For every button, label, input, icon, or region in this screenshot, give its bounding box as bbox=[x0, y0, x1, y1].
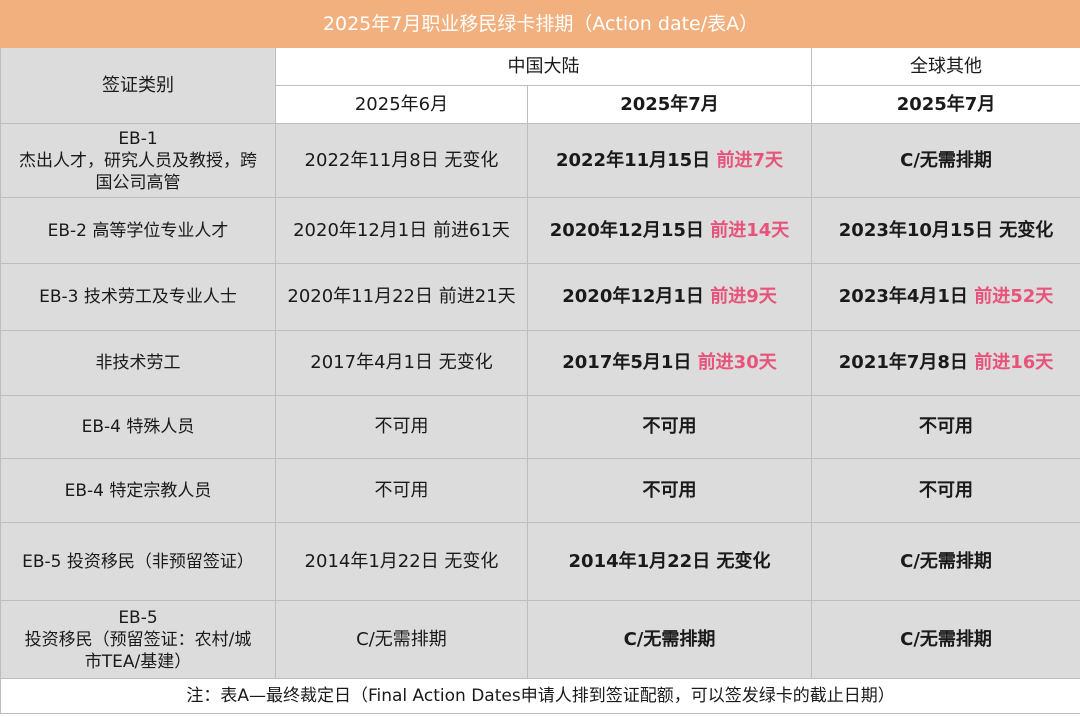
others-july-date: 不可用 bbox=[919, 416, 974, 437]
category-cell: EB-1 杰出人才，研究人员及教授，跨 国公司高管 bbox=[0, 123, 276, 198]
others-july-date: 2023年4月1日 bbox=[838, 286, 968, 307]
others-july-change: 前进52天 bbox=[974, 286, 1054, 307]
china-june-cell: C/无需排期 bbox=[275, 600, 528, 679]
category-line: EB-2 高等学位专业人才 bbox=[47, 220, 229, 241]
header-category: 签证类别 bbox=[0, 47, 276, 124]
table-row: EB-2 高等学位专业人才 2020年12月1日 前进61天 2020年12月15日… bbox=[0, 197, 1080, 264]
table-note: 注：表A—最终裁定日（Final Action Dates申请人排到签证配额，可… bbox=[0, 678, 1080, 714]
category-cell: EB-5 投资移民（预留签证：农村/城 市TEA/基建） bbox=[0, 600, 276, 679]
china-july-date: 2022年11月15日 bbox=[555, 149, 711, 171]
others-july-cell: 2023年4月1日 前进52天 bbox=[810, 263, 1080, 331]
header-row-2: 2025年6月 2025年7月 2025年7月 bbox=[1, 85, 1080, 124]
category-line: EB-1 bbox=[118, 128, 158, 149]
category-line: 投资移民（预留签证：农村/城 bbox=[24, 629, 252, 650]
china-june-value: C/无需排期 bbox=[356, 628, 447, 650]
others-july-cell: 2021年7月8日 前进16天 bbox=[810, 330, 1080, 396]
china-june-value: 2014年1月22日 无变化 bbox=[304, 550, 499, 572]
china-july-cell: 不可用 bbox=[527, 395, 812, 459]
category-line: EB-3 技术劳工及专业人士 bbox=[39, 287, 237, 307]
header-others: 全球其他 bbox=[810, 47, 1080, 86]
china-july-cell: 2020年12月15日 前进14天 bbox=[527, 197, 812, 264]
others-july-cell: C/无需排期 bbox=[810, 600, 1080, 679]
header-china-june: 2025年6月 bbox=[275, 85, 528, 124]
china-july-change: 前进30天 bbox=[697, 352, 777, 373]
table-row: EB-5 投资移民（非预留签证） 2014年1月22日 无变化 2014年1月22日… bbox=[0, 522, 1080, 601]
table-row: EB-3 技术劳工及专业人士 2020年11月22日 前进21天 2020年12月1… bbox=[0, 263, 1080, 331]
china-june-value: 不可用 bbox=[374, 479, 429, 501]
others-july-cell: 2023年10月15日 无变化 bbox=[810, 197, 1080, 264]
table-row: EB-4 特殊人员 不可用 不可用 不可用 bbox=[0, 395, 1080, 459]
china-july-change: 前进7天 bbox=[716, 149, 783, 171]
others-july-date: C/无需排期 bbox=[900, 550, 992, 572]
category-line: EB-4 特定宗教人员 bbox=[64, 480, 212, 501]
others-july-cell: C/无需排期 bbox=[810, 522, 1080, 601]
china-july-cell: 不可用 bbox=[527, 458, 812, 523]
china-june-cell: 2020年12月1日 前进61天 bbox=[275, 197, 528, 264]
category-cell: EB-4 特殊人员 bbox=[0, 395, 276, 459]
china-july-date: 2014年1月22日 无变化 bbox=[568, 550, 771, 572]
header-row-1: 签证类别 中国大陆 全球其他 bbox=[0, 47, 1080, 124]
china-june-cell: 不可用 bbox=[275, 458, 528, 523]
china-july-cell: 2014年1月22日 无变化 bbox=[527, 522, 812, 601]
china-july-cell: 2020年12月1日 前进9天 bbox=[527, 263, 812, 331]
header-china-july: 2025年7月 bbox=[527, 85, 812, 124]
others-july-cell: 不可用 bbox=[810, 395, 1080, 459]
china-july-change: 前进14天 bbox=[710, 219, 790, 241]
category-cell: EB-5 投资移民（非预留签证） bbox=[0, 522, 276, 601]
header-china: 中国大陆 bbox=[275, 47, 812, 86]
china-june-value: 2020年11月22日 前进21天 bbox=[287, 286, 516, 307]
china-june-cell: 不可用 bbox=[275, 395, 528, 459]
category-cell: EB-4 特定宗教人员 bbox=[0, 458, 276, 523]
china-june-cell: 2022年11月8日 无变化 bbox=[275, 123, 528, 198]
others-july-date: C/无需排期 bbox=[900, 149, 992, 171]
others-july-date: C/无需排期 bbox=[900, 628, 992, 650]
table-row: 非技术劳工 2017年4月1日 无变化 2017年5月1日 前进30天 2021年7月… bbox=[0, 330, 1080, 396]
china-july-date: 2020年12月1日 bbox=[562, 286, 704, 307]
table-row: EB-4 特定宗教人员 不可用 不可用 不可用 bbox=[0, 458, 1080, 523]
table-row: EB-5 投资移民（预留签证：农村/城 市TEA/基建） C/无需排期 C/无需排期 C/… bbox=[0, 600, 1080, 679]
others-july-date: 不可用 bbox=[919, 479, 974, 501]
china-july-cell: 2017年5月1日 前进30天 bbox=[527, 330, 812, 396]
china-june-cell: 2020年11月22日 前进21天 bbox=[275, 263, 528, 331]
header-others-july: 2025年7月 bbox=[810, 85, 1080, 124]
china-july-date: 2020年12月15日 bbox=[549, 219, 704, 241]
category-line: 国公司高管 bbox=[95, 172, 181, 193]
china-july-date: 不可用 bbox=[642, 416, 697, 437]
others-july-cell: C/无需排期 bbox=[810, 123, 1080, 198]
category-line: EB-5 投资移民（非预留签证） bbox=[22, 551, 254, 572]
china-july-date: 不可用 bbox=[642, 479, 697, 501]
table-title: 2025年7月职业移民绿卡排期（Action date/表A） bbox=[0, 0, 1080, 48]
category-line: 杰出人才，研究人员及教授，跨 bbox=[19, 150, 257, 171]
china-june-value: 2022年11月8日 无变化 bbox=[304, 149, 499, 171]
title-row: 2025年7月职业移民绿卡排期（Action date/表A） bbox=[0, 0, 1080, 48]
china-july-change: 前进9天 bbox=[710, 286, 777, 307]
china-july-cell: C/无需排期 bbox=[527, 600, 812, 679]
category-cell: EB-2 高等学位专业人才 bbox=[0, 197, 276, 264]
china-july-date: 2017年5月1日 bbox=[562, 352, 692, 373]
china-june-cell: 2014年1月22日 无变化 bbox=[275, 522, 528, 601]
table-row: EB-1 杰出人才，研究人员及教授，跨 国公司高管 2022年11月8日 无变化 202… bbox=[0, 123, 1080, 198]
china-july-cell: 2022年11月15日 前进7天 bbox=[527, 123, 812, 198]
category-line: 市TEA/基建） bbox=[84, 651, 192, 672]
category-cell: 非技术劳工 bbox=[0, 330, 276, 396]
china-june-cell: 2017年4月1日 无变化 bbox=[275, 330, 528, 396]
china-june-value: 不可用 bbox=[374, 416, 429, 437]
others-july-change: 前进16天 bbox=[974, 352, 1054, 373]
others-july-date: 2023年10月15日 无变化 bbox=[838, 219, 1054, 241]
category-line: EB-4 特殊人员 bbox=[81, 417, 195, 437]
others-july-date: 2021年7月8日 bbox=[838, 352, 968, 373]
china-july-date: C/无需排期 bbox=[623, 628, 716, 650]
category-cell: EB-3 技术劳工及专业人士 bbox=[0, 263, 276, 331]
china-june-value: 2020年12月1日 前进61天 bbox=[293, 219, 510, 241]
category-line: EB-5 bbox=[118, 607, 158, 628]
others-july-cell: 不可用 bbox=[810, 458, 1080, 523]
note-row: 注：表A—最终裁定日（Final Action Dates申请人排到签证配额，可… bbox=[0, 678, 1080, 714]
category-line: 非技术劳工 bbox=[95, 353, 181, 373]
china-june-value: 2017年4月1日 无变化 bbox=[310, 352, 493, 373]
